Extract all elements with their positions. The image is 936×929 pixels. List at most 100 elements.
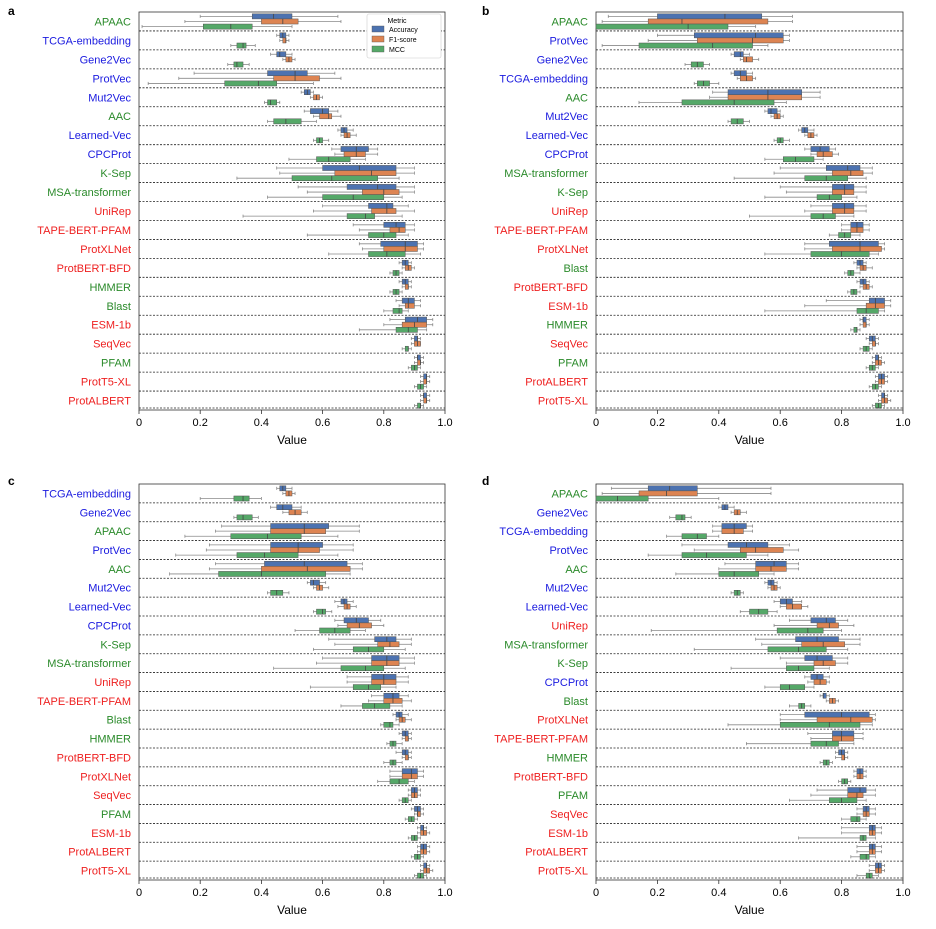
row-label: ProtBERT-BFD <box>57 752 131 764</box>
box-accuracy <box>798 127 815 133</box>
box-f1-score <box>337 622 385 629</box>
box-mcc <box>764 251 879 257</box>
row-HMMER: HMMER <box>89 728 445 747</box>
box-accuracy <box>807 730 864 737</box>
box-accuracy-box <box>420 824 424 831</box>
box-accuracy <box>410 806 424 812</box>
box-mcc <box>764 194 858 200</box>
box-f1-score-box <box>417 811 421 817</box>
box-mcc-box <box>853 327 858 333</box>
box-f1-score-box <box>816 151 833 157</box>
box-accuracy <box>395 297 421 304</box>
box-f1-score-box <box>727 94 802 101</box>
box-f1-score <box>730 509 747 516</box>
box-accuracy <box>413 354 424 361</box>
row-ProtVec: ProtVec <box>549 30 903 49</box>
row-label: Blast <box>564 696 588 708</box>
box-f1-score <box>178 75 342 82</box>
box-mcc-box <box>236 514 253 521</box>
box-mcc <box>386 740 403 747</box>
box-mcc <box>819 759 833 766</box>
box-f1-score <box>859 284 873 290</box>
box-accuracy-box <box>368 203 394 209</box>
box-accuracy-box <box>417 354 421 361</box>
box-mcc <box>233 514 259 521</box>
box-f1-score-box <box>862 321 867 328</box>
legend-title: Metric <box>387 18 407 25</box>
row-label: ProtALBERT <box>68 847 131 859</box>
row-MSA-transformer: MSA-transformer <box>504 634 903 653</box>
box-mcc <box>764 684 815 690</box>
row-label: MSA-transformer <box>47 187 131 199</box>
box-f1-score <box>417 830 431 836</box>
box-f1-score <box>401 284 412 290</box>
box-mcc-box <box>267 99 277 106</box>
box-f1-score <box>785 189 867 195</box>
box-accuracy-box <box>371 655 400 661</box>
row-label: SeqVec <box>93 790 131 802</box>
panel-label-b: b <box>482 4 490 18</box>
box-f1-score <box>282 509 308 516</box>
row-label: ProtVec <box>549 545 588 557</box>
row-ProtT5-XL: ProtT5-XL <box>538 860 903 879</box>
row-label: Gene2Vec <box>80 54 132 66</box>
row-PFAM: PFAM <box>101 352 445 371</box>
box-mcc-box <box>236 552 299 558</box>
row-label: Mut2Vec <box>88 583 131 595</box>
box-f1-score <box>807 679 830 685</box>
box-accuracy-box <box>832 203 855 209</box>
box-f1-score <box>407 792 421 798</box>
row-APAAC: APAAC <box>95 521 445 540</box>
box-f1-score <box>279 37 290 44</box>
box-f1-score-box <box>423 397 427 404</box>
box-mcc <box>294 627 366 634</box>
row-label: ProtT5-XL <box>81 377 131 389</box>
box-accuracy <box>389 768 424 774</box>
box-mcc <box>666 533 720 540</box>
box-f1-score-box <box>282 37 287 44</box>
x-tick-label: 0.2 <box>193 887 208 899</box>
box-mcc <box>267 590 290 596</box>
row-TCGA-embedding: TCGA-embedding <box>499 68 903 87</box>
row-Gene2Vec: Gene2Vec <box>80 502 445 521</box>
x-tick-label: 0.6 <box>773 887 788 899</box>
box-accuracy <box>841 222 870 228</box>
row-label: Learned-Vec <box>69 602 132 614</box>
row-ProtVec: ProtVec <box>92 68 445 87</box>
row-label: Learned-Vec <box>526 602 589 614</box>
box-accuracy <box>398 259 412 266</box>
row-UniRep: UniRep <box>551 201 903 219</box>
row-ProtXLNet: ProtXLNet <box>537 709 903 728</box>
row-label: ESM-1b <box>548 301 588 313</box>
box-f1-score <box>401 265 415 271</box>
row-Blast: Blast <box>107 709 445 728</box>
box-f1-score <box>313 113 342 120</box>
box-mcc <box>871 402 885 409</box>
box-f1-score-box <box>721 528 744 534</box>
box-accuracy <box>804 240 885 247</box>
box-f1-score <box>401 754 412 761</box>
box-f1-score-box <box>743 56 753 63</box>
box-accuracy-box <box>829 240 879 247</box>
box-f1-score-box <box>401 773 418 780</box>
row-SeqVec: SeqVec <box>93 333 445 352</box>
box-accuracy-box <box>423 373 427 380</box>
row-label: UniRep <box>551 206 588 218</box>
row-label: K-Sep <box>100 168 131 180</box>
box-accuracy <box>730 51 750 58</box>
box-f1-score <box>346 679 409 685</box>
row-CPCProt: CPCProt <box>545 144 903 163</box>
box-f1-score <box>868 340 879 347</box>
box-mcc-box <box>767 646 827 653</box>
row-label: Mut2Vec <box>88 92 131 104</box>
row-label: AAC <box>108 111 131 123</box>
box-f1-score-box <box>270 547 320 553</box>
row-label: Mut2Vec <box>545 111 588 123</box>
row-label: TCGA-embedding <box>499 526 588 538</box>
box-accuracy <box>410 335 421 342</box>
x-tick-label: 0.8 <box>376 417 391 429</box>
box-accuracy <box>816 787 876 793</box>
box-mcc <box>739 608 778 615</box>
row-label: AAC <box>565 564 588 576</box>
box-f1-score-box <box>872 340 876 347</box>
